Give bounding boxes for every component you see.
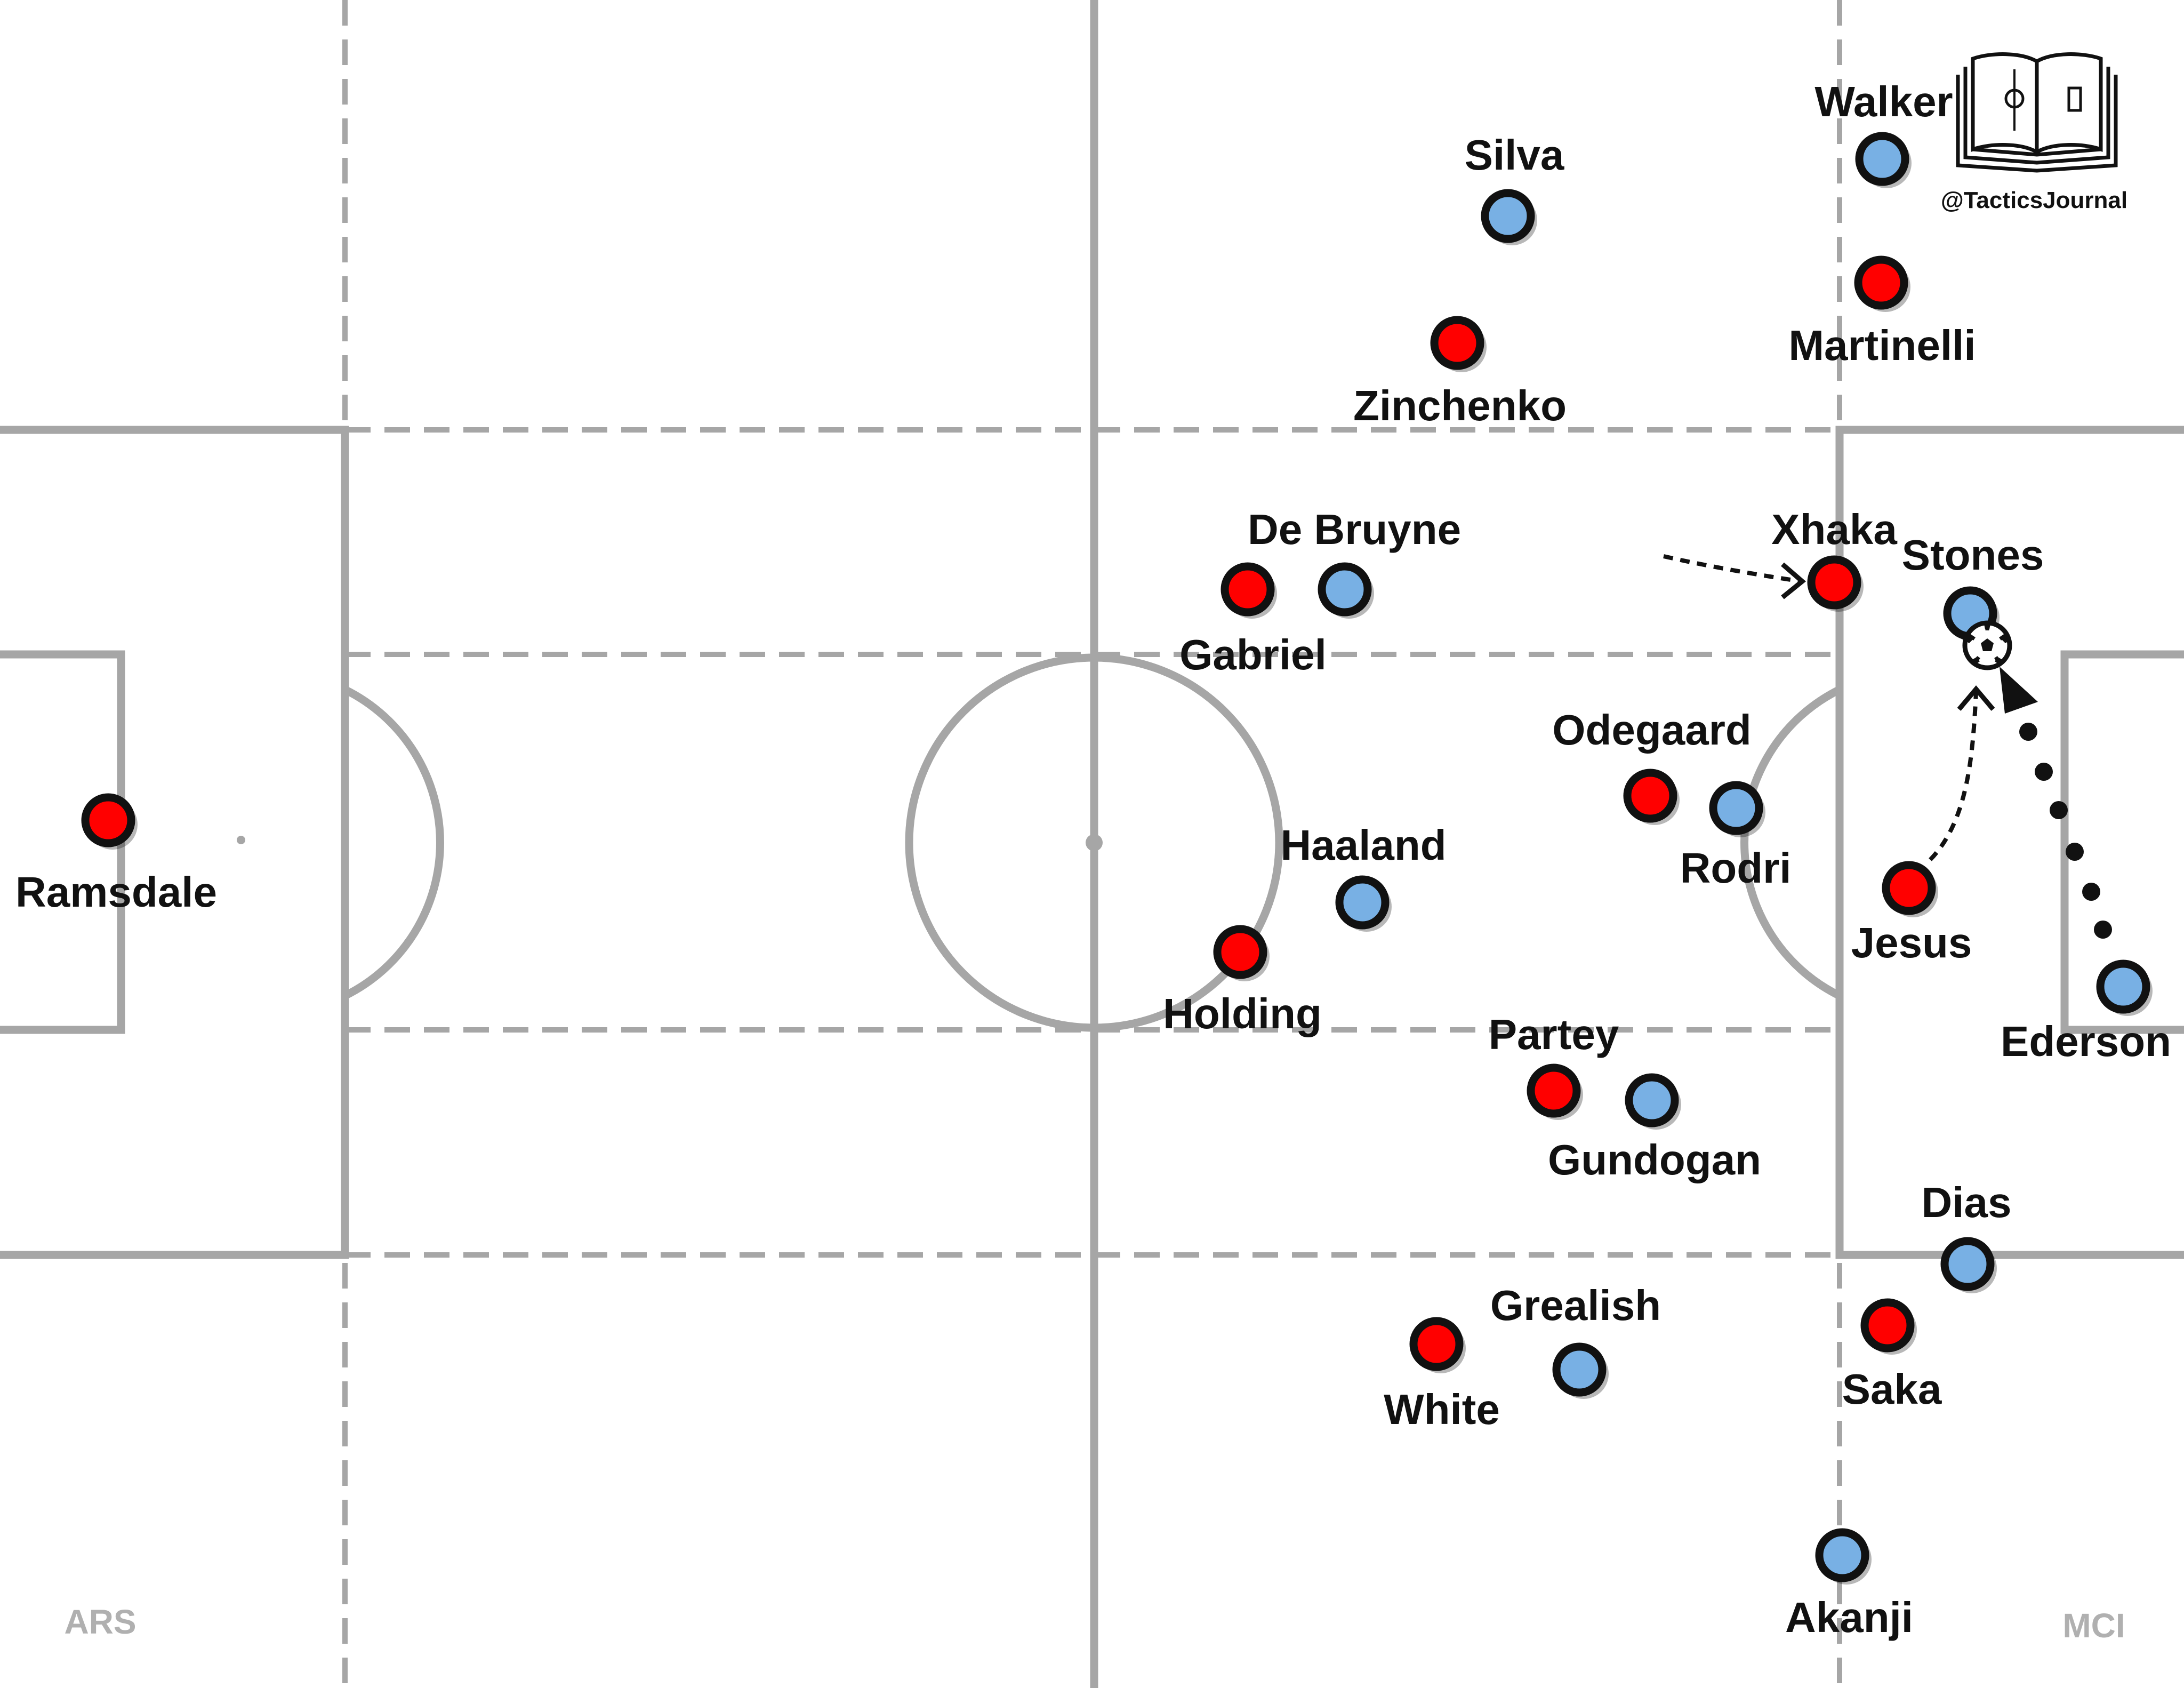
ederson-pass-arrow [2000,667,2112,939]
jesus-press-arrowhead [1957,685,1995,711]
mci-player-marker [1318,562,1372,617]
ars-player-marker [1854,255,1908,310]
player-name-label: Xhaka [1771,506,1897,553]
right-six-yard-box [2060,650,2184,1034]
ars-player-marker [1623,769,1677,823]
mci-player-marker [1625,1073,1679,1127]
pass-dot [2066,843,2084,861]
channel-lines [342,0,1842,1688]
xhaka-press-arrowhead [1781,562,1806,599]
player-holding: Holding [1163,925,1322,1037]
player-haaland: Haaland [1280,821,1447,932]
brand-logo: @TacticsJournal [1941,52,2127,213]
player-stones: Stones [1902,531,2044,643]
player-name-label: White [1384,1386,1500,1433]
players: Ramsdale Gabriel Holding Zinchenko White Part… [15,78,2171,1641]
player-dias: Dias [1922,1179,2012,1293]
player-name-label: Grealish [1490,1282,1661,1329]
mci-player-marker [1855,132,1909,186]
xhaka-press-arrow [1663,554,1806,599]
soccer-ball-icon [1962,620,2012,670]
player-name-label: Haaland [1280,821,1446,869]
ars-player-marker [1882,861,1936,915]
player-saka: Saka [1842,1298,1942,1413]
player-name-label: Jesus [1851,919,1972,966]
right-penalty-arc [1740,686,1842,999]
ars-player-marker [1221,562,1275,617]
pass-dot [2035,763,2053,781]
mci-player-marker [1335,875,1390,930]
mci-player-marker [1709,781,1763,835]
player-name-label: Walker [1814,78,1953,125]
centre-spot [1086,834,1103,851]
ars-player-marker [1430,316,1484,370]
player-odegaard: Odegaard [1552,706,1752,825]
mci-player-marker [2096,959,2150,1014]
player-zinchenko: Zinchenko [1353,316,1567,429]
player-name-label: Zinchenko [1353,382,1567,429]
player-silva: Silva [1465,131,1564,245]
pass-arrowhead [2000,667,2038,714]
player-debruyne: De Bruyne [1248,506,1461,619]
pass-dot [2094,921,2112,939]
ars-player-marker [1213,925,1267,979]
jesus-press-path [1929,692,1978,861]
pass-dot [2082,883,2100,901]
ars-player-marker [1860,1298,1915,1353]
team-label-left: ARS [64,1603,136,1641]
player-name-label: Stones [1902,531,2044,579]
player-partey: Partey [1489,1011,1619,1120]
right-penalty-box [1835,426,2184,1259]
player-xhaka: Xhaka [1771,506,1897,612]
player-gundogan: Gundogan [1548,1073,1761,1183]
xhaka-press-path [1663,554,1802,583]
player-rodri: Rodri [1680,781,1792,892]
movement-arrows [1663,554,2112,939]
brand-handle: @TacticsJournal [1941,187,2127,213]
player-name-label: Holding [1163,990,1322,1037]
mci-player-marker [1552,1342,1607,1397]
player-ederson: Ederson [2001,959,2171,1065]
mci-player-marker [1940,1237,1995,1291]
jesus-press-arrow [1929,685,1995,861]
player-name-label: Saka [1842,1365,1942,1413]
player-name-label: Martinelli [1788,322,1976,369]
player-walker: Walker [1814,78,1953,188]
player-gabriel: Gabriel [1179,562,1327,678]
player-martinelli: Martinelli [1788,255,1976,369]
ars-player-marker [81,793,135,847]
mci-player-marker [1815,1528,1869,1582]
left-penalty-arc [343,686,444,999]
pass-dot [2019,723,2037,741]
ars-player-marker [1527,1063,1581,1118]
player-white: White [1384,1317,1500,1433]
player-name-label: Gabriel [1179,631,1327,678]
left-penalty-spot [237,836,245,844]
player-name-label: De Bruyne [1248,506,1461,553]
player-grealish: Grealish [1490,1282,1661,1399]
player-name-label: Rodri [1680,844,1792,892]
player-name-label: Silva [1465,131,1564,179]
pass-dot [2050,801,2068,819]
ars-player-marker [1409,1317,1464,1371]
mci-player-marker [1481,189,1535,243]
open-book-pitch-icon [1956,52,2118,173]
team-label-right: MCI [2062,1606,2125,1645]
player-jesus: Jesus [1851,861,1972,966]
player-name-label: Partey [1489,1011,1619,1058]
player-name-label: Gundogan [1548,1136,1761,1183]
player-name-label: Ederson [2001,1018,2171,1065]
player-ramsdale: Ramsdale [15,793,217,916]
ars-player-marker [1807,555,1861,610]
left-penalty-box [0,426,349,1259]
player-name-label: Akanji [1785,1594,1913,1641]
centre-circle [905,653,1283,1032]
player-akanji: Akanji [1785,1528,1913,1641]
player-name-label: Ramsdale [15,868,217,916]
player-name-label: Odegaard [1552,706,1751,754]
player-name-label: Dias [1922,1179,2012,1226]
